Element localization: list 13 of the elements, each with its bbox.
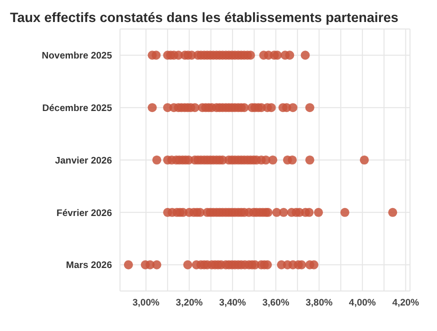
x-tick-label: 3,80%	[306, 298, 334, 309]
x-tick-label: 3,20%	[176, 298, 204, 309]
y-tick-label: Janvier 2026	[54, 155, 112, 166]
y-tick-label: Novembre 2025	[42, 50, 113, 62]
x-tick-label: 3,00%	[132, 298, 160, 309]
x-tick-label: 3,60%	[262, 298, 290, 309]
chart-title: Taux effectifs constatés dans les établissements partenaires	[9, 9, 400, 25]
y-tick-label: Mars 2026	[66, 260, 112, 272]
y-tick-label: Février 2026	[56, 208, 112, 219]
y-tick-label: Décembre 2025	[42, 102, 113, 114]
x-tick-label: 3,40%	[219, 298, 247, 309]
x-tick-label: 4,00%	[348, 298, 376, 309]
x-tick-label: 4,20%	[392, 298, 420, 309]
